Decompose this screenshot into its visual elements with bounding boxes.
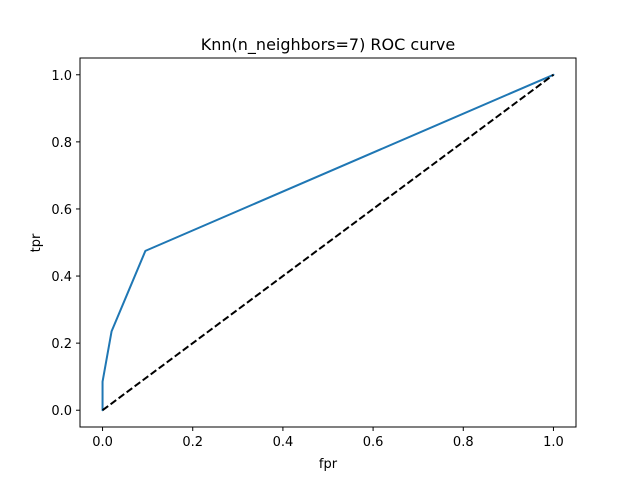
- y-tick-label: 0.2: [51, 337, 72, 352]
- chart-title: Knn(n_neighbors=7) ROC curve: [201, 35, 455, 55]
- axes-layer: 0.0 0.2 0.4 0.6 0.8 1.0 0.0 0.2 0.4 0.6 0.8 1.0: [51, 57, 577, 450]
- chance-diagonal-line: [101, 73, 555, 412]
- y-tick-label: 0.0: [51, 404, 72, 419]
- x-tick-label: 0.4: [273, 435, 294, 450]
- y-tick-label: 0.6: [51, 203, 72, 218]
- plot-frame: [79, 57, 577, 428]
- y-tick-label: 1.0: [51, 69, 72, 84]
- y-axis-label: tpr: [29, 233, 44, 252]
- y-tick-label: 0.4: [51, 270, 72, 285]
- series-layer: [101, 73, 555, 412]
- x-tick-label: 0.6: [363, 435, 384, 450]
- x-tick-label: 0.8: [453, 435, 474, 450]
- x-tick-label: 1.0: [543, 435, 564, 450]
- roc-curve-line: [101, 73, 555, 412]
- x-tick-label: 0.0: [92, 435, 113, 450]
- x-axis-label: fpr: [319, 457, 338, 472]
- y-tick-label: 0.8: [51, 136, 72, 151]
- x-tick-label: 0.2: [182, 435, 203, 450]
